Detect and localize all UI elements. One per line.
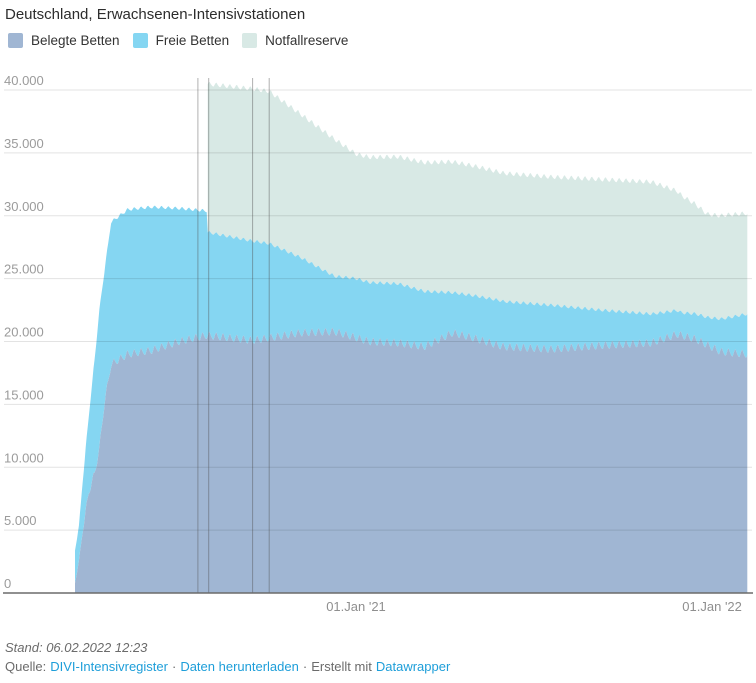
y-axis-label: 10.000 — [4, 450, 44, 465]
erstellt-label: Erstellt mit — [311, 659, 372, 674]
y-axis-label: 20.000 — [4, 325, 44, 340]
legend-item-freie-betten: Freie Betten — [132, 33, 230, 48]
y-axis-label: 30.000 — [4, 199, 44, 214]
x-axis-label: 01.Jan '22 — [682, 599, 742, 614]
y-axis-label: 40.000 — [4, 73, 44, 88]
chart-canvas[interactable]: 0 5.000 10.000 15.000 20.000 25.000 30.000 35.0… — [0, 56, 756, 626]
legend: Belegte Betten Freie Betten Notfallreser… — [8, 33, 348, 48]
y-axis-label: 25.000 — [4, 262, 44, 277]
datawrapper-link[interactable]: Datawrapper — [375, 659, 451, 674]
download-link[interactable]: Daten herunterladen — [180, 659, 299, 674]
separator-dot: · — [302, 659, 308, 674]
y-axis-label: 0 — [4, 576, 11, 591]
y-axis-label: 5.000 — [4, 513, 37, 528]
legend-label: Belegte Betten — [31, 33, 120, 48]
quelle-label: Quelle: — [5, 659, 47, 674]
legend-swatch-freie — [132, 33, 148, 48]
x-axis-label: 01.Jan '21 — [326, 599, 386, 614]
area-notfallreserve — [207, 81, 748, 321]
legend-label: Freie Betten — [155, 33, 230, 48]
stacked-area-chart[interactable]: 0 5.000 10.000 15.000 20.000 25.000 30.000 35.0… — [0, 56, 756, 626]
y-axis-label: 15.000 — [4, 387, 44, 402]
chart-title: Deutschland, Erwachsenen-Intensivstation… — [5, 6, 306, 23]
legend-item-belegte-betten: Belegte Betten — [8, 33, 120, 48]
divi-link[interactable]: DIVI-Intensivregister — [50, 659, 168, 674]
legend-swatch-notfallreserve — [242, 33, 258, 48]
separator-dot: · — [171, 659, 177, 674]
area-freie-betten — [75, 205, 748, 584]
area-belegte-betten — [75, 327, 748, 593]
stand-note: Stand: 06.02.2022 12:23 — [5, 640, 148, 655]
legend-label: Notfallreserve — [265, 33, 349, 48]
y-axis-label: 35.000 — [4, 136, 44, 151]
attribution: Quelle: DIVI-Intensivregister · Daten herun… — [5, 659, 454, 674]
legend-swatch-belegte — [8, 33, 23, 48]
legend-item-notfallreserve: Notfallreserve — [242, 33, 348, 48]
